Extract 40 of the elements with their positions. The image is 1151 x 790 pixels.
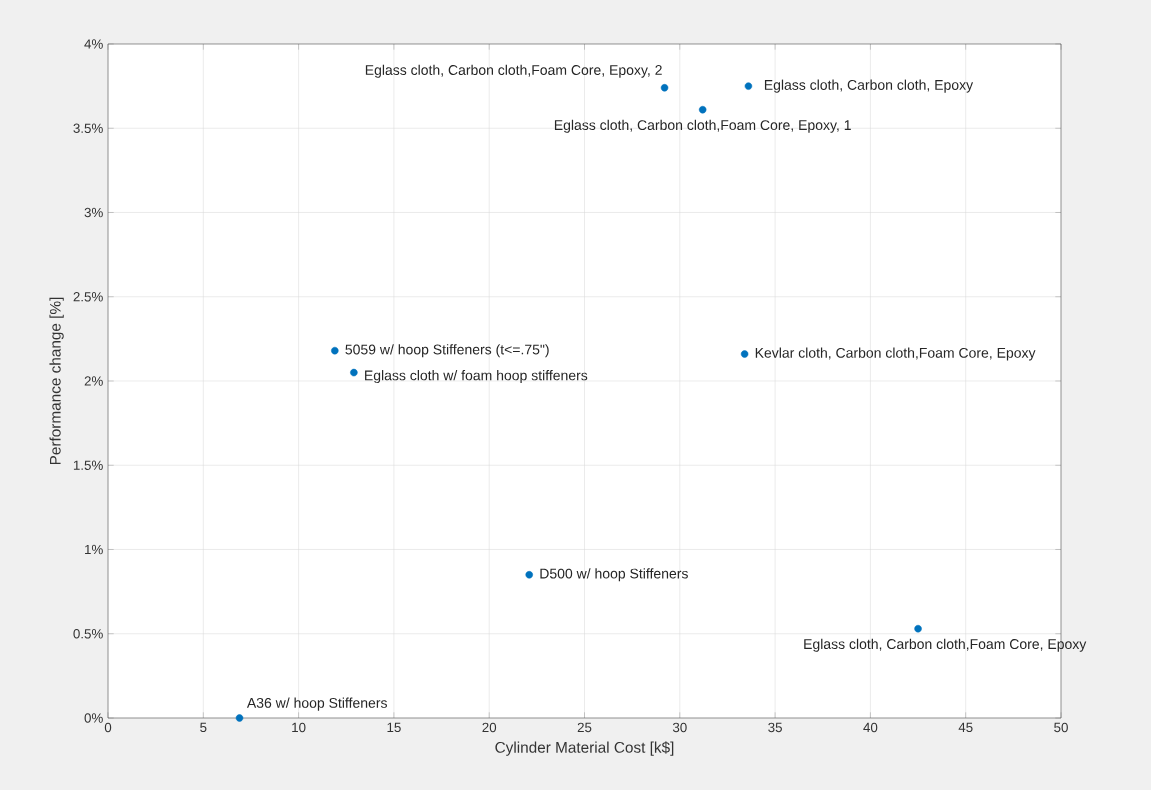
x-tick-label: 50 — [1054, 722, 1068, 733]
y-tick-label: 2.5% — [73, 292, 103, 302]
x-tick-label: 25 — [577, 722, 592, 733]
annotation: D500 w/ hoop Stiffeners — [540, 568, 688, 582]
annotation: Eglass cloth, Carbon cloth,Foam Core, Epoxy — [804, 638, 1087, 652]
x-axis-title: Cylinder Material Cost [k$] — [495, 741, 674, 756]
point — [350, 368, 358, 377]
y-tick-label: 0.5% — [73, 629, 103, 639]
y-tick-label: 2% — [84, 376, 103, 386]
annotation: 5059 w/ hoop Stiffeners (t<=.75") — [345, 344, 549, 358]
x-tick-label: 10 — [292, 722, 306, 733]
point — [525, 571, 533, 579]
x-tick-label: 0 — [104, 722, 112, 733]
annotation: Eglass cloth, Carbon cloth,Foam Core, Epoxy, 1 — [554, 119, 851, 133]
y-tick-label: 3.5% — [73, 123, 103, 133]
point — [235, 714, 244, 722]
y-axis-title: Performance change [%] — [49, 297, 64, 465]
x-tick-label: 30 — [672, 722, 687, 733]
annotation: Kevlar cloth, Carbon cloth,Foam Core, Epoxy — [755, 347, 1036, 361]
x-tick-label: 15 — [387, 722, 401, 733]
x-tick-label: 5 — [200, 722, 207, 733]
annotation: Eglass cloth, Carbon cloth,Foam Core, Epoxy, 2 — [365, 64, 662, 78]
point — [914, 624, 922, 633]
y-tick-label: 4% — [84, 39, 103, 49]
x-tick-label: 40 — [863, 722, 878, 733]
x-tick-label: 35 — [768, 722, 782, 733]
y-tick-label: 1.5% — [73, 460, 103, 470]
x-tick-label: 45 — [958, 722, 973, 733]
y-tick-label: 3% — [84, 207, 103, 218]
point — [698, 105, 707, 114]
annotation: A36 w/ hoop Stiffeners — [246, 697, 387, 711]
point — [744, 82, 753, 90]
x-tick-label: 20 — [482, 722, 497, 733]
point — [331, 346, 339, 355]
y-tick-label: 0% — [84, 713, 103, 723]
point — [740, 350, 749, 358]
y-tick-label: 1% — [85, 544, 103, 555]
point — [660, 84, 669, 92]
annotation: Eglass cloth w/ foam hoop stiffeners — [365, 370, 588, 384]
annotation: Eglass cloth, Carbon cloth, Epoxy — [764, 79, 974, 93]
